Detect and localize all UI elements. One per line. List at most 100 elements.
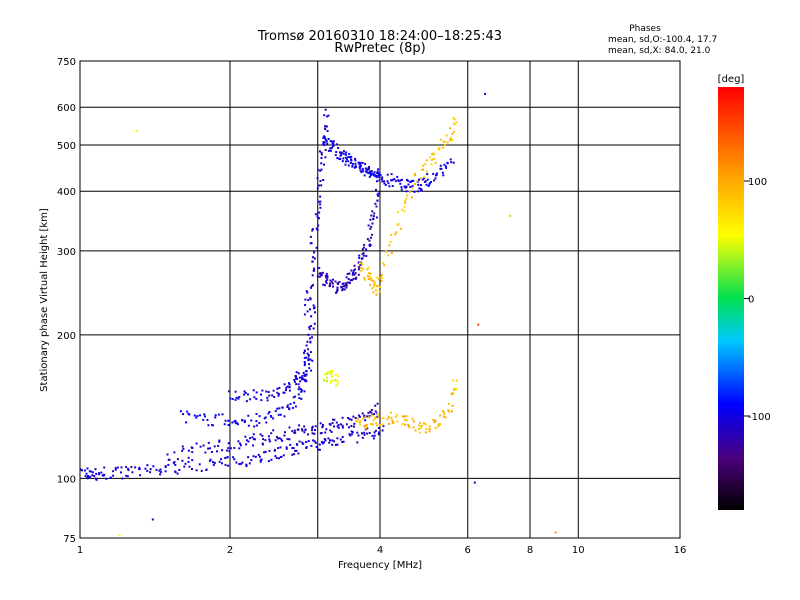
data-point	[404, 199, 407, 202]
data-point	[278, 386, 281, 389]
data-point	[423, 177, 426, 180]
data-point	[323, 441, 325, 444]
data-point	[328, 372, 331, 375]
data-point	[305, 344, 308, 347]
data-point	[204, 415, 206, 418]
data-point	[313, 322, 316, 325]
data-point	[349, 162, 352, 164]
data-point	[323, 144, 326, 147]
data-point	[288, 426, 291, 429]
data-point	[359, 169, 362, 172]
data-point	[324, 373, 327, 376]
data-point	[354, 159, 357, 162]
data-point	[366, 432, 369, 435]
data-point	[405, 185, 408, 188]
data-point	[351, 279, 354, 282]
data-point	[336, 425, 339, 428]
data-point	[252, 438, 255, 441]
data-point	[324, 108, 327, 111]
data-point	[288, 408, 291, 411]
data-point	[325, 125, 328, 128]
data-point	[362, 252, 365, 255]
data-point	[188, 465, 191, 468]
data-point	[388, 244, 391, 247]
data-point	[449, 127, 452, 130]
data-point	[367, 278, 370, 280]
data-point	[88, 476, 91, 479]
data-point	[364, 419, 367, 422]
data-point	[356, 419, 359, 422]
data-point	[330, 430, 333, 433]
data-point	[377, 174, 380, 177]
data-point	[120, 471, 122, 474]
data-point	[299, 376, 301, 379]
data-point	[336, 286, 339, 289]
data-point	[390, 233, 393, 236]
data-point	[358, 165, 361, 168]
data-point	[307, 357, 310, 360]
data-point	[335, 373, 337, 376]
data-point	[439, 423, 442, 426]
data-point	[314, 213, 317, 216]
data-point	[321, 426, 324, 429]
data-point	[304, 304, 307, 306]
data-point	[447, 409, 450, 412]
data-point	[364, 170, 367, 173]
data-point	[420, 168, 423, 171]
data-point	[305, 441, 308, 443]
data-point	[218, 439, 221, 442]
data-point	[442, 410, 444, 412]
data-point	[233, 458, 236, 461]
data-point	[394, 180, 397, 183]
data-point	[372, 291, 375, 294]
data-point	[405, 415, 408, 418]
data-point	[443, 163, 446, 166]
data-point	[322, 141, 325, 143]
data-point	[159, 473, 162, 476]
data-point	[305, 370, 308, 373]
data-point	[322, 142, 325, 145]
data-point	[369, 272, 372, 275]
data-point	[391, 185, 394, 187]
data-point	[309, 298, 312, 301]
data-point	[337, 424, 340, 427]
data-point	[274, 455, 277, 458]
data-point	[109, 476, 112, 479]
colorbar-tick-label: 100	[748, 177, 767, 188]
data-point	[374, 404, 377, 407]
data-point	[397, 222, 400, 225]
data-point	[453, 123, 456, 126]
data-point	[87, 475, 89, 477]
data-point	[313, 306, 316, 309]
data-point	[453, 388, 455, 391]
data-point	[151, 518, 154, 521]
data-point	[309, 308, 311, 311]
data-point	[250, 419, 253, 422]
data-point	[307, 354, 310, 357]
phases-x-stats: mean, sd,X: 84.0, 21.0	[608, 46, 711, 56]
data-point	[346, 281, 349, 284]
data-point	[302, 442, 305, 445]
data-point	[323, 379, 326, 382]
data-point	[262, 438, 265, 441]
data-point	[370, 423, 372, 425]
data-point	[350, 159, 353, 162]
data-point	[333, 425, 335, 428]
x-tick-label: 16	[674, 545, 687, 556]
data-point	[318, 448, 321, 451]
data-point	[422, 168, 425, 171]
data-point	[411, 196, 413, 199]
data-point	[371, 434, 374, 437]
data-point	[311, 359, 314, 362]
data-point	[236, 423, 239, 426]
data-point	[187, 449, 190, 452]
data-point	[360, 270, 363, 273]
data-point	[359, 165, 362, 168]
data-point	[351, 165, 354, 168]
data-point	[484, 92, 487, 95]
data-point	[255, 413, 258, 415]
data-point	[411, 417, 414, 420]
data-point	[318, 272, 321, 275]
data-point	[345, 276, 348, 279]
data-point	[337, 283, 340, 285]
